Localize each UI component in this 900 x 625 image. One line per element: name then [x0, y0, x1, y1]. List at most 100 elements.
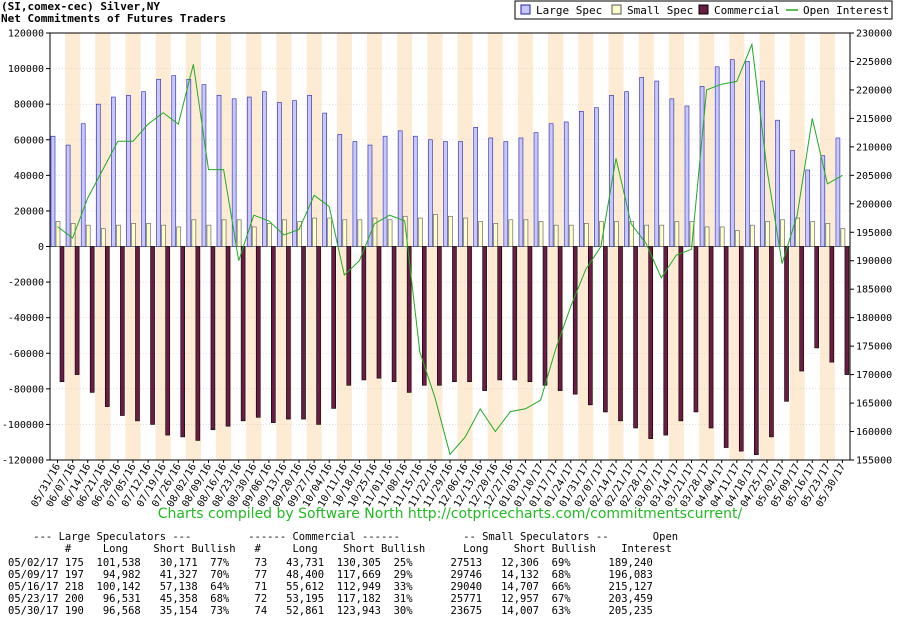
bar-commercial [723, 246, 729, 448]
bar-commercial [421, 246, 427, 386]
bar-small-spec [719, 226, 725, 247]
bar-commercial [588, 246, 593, 406]
bar-commercial [814, 246, 820, 349]
bar-large-spec [533, 132, 539, 247]
bar-small-spec [55, 221, 61, 247]
bar-small-spec [750, 224, 755, 247]
bar-small-spec [674, 221, 680, 247]
bar-large-spec [488, 137, 494, 247]
bar-large-spec [548, 123, 554, 247]
left-axis-ticks: 120000 100000 80000 60000 40000 20000 0 -20000 -… [2, 29, 50, 467]
bar-small-spec [553, 224, 559, 247]
bar-commercial [165, 246, 170, 436]
bar-large-spec [518, 137, 524, 247]
bar-commercial [452, 246, 457, 383]
left-tick-label: -40000 [8, 313, 44, 324]
table-header-columns: # Long Short Bullish # Long Short Bullis… [8, 543, 672, 555]
bar-large-spec [216, 94, 222, 247]
table-row: 05/16/17 218 100,142 57,138 64% 71 55,61… [8, 581, 653, 593]
bar-large-spec [684, 105, 690, 247]
right-tick-label: 195000 [856, 228, 892, 239]
right-tick-label: 230000 [856, 29, 892, 40]
bar-commercial [678, 246, 684, 422]
bar-small-spec [508, 219, 514, 247]
bar-small-spec [236, 219, 242, 247]
legend: Large Spec Small Spec Commercial Open In… [514, 0, 893, 20]
legend-label-large-spec: Large Spec [536, 4, 602, 17]
bar-commercial [225, 246, 231, 427]
right-tick-label: 205000 [856, 171, 892, 182]
bar-small-spec [463, 217, 468, 247]
bar-large-spec [50, 135, 56, 247]
bar-small-spec [85, 224, 91, 247]
legend-label-commercial: Commercial [714, 4, 780, 17]
bar-large-spec [171, 75, 177, 247]
bar-commercial [240, 246, 246, 422]
bar-commercial [467, 246, 472, 383]
bar-small-spec [221, 219, 227, 247]
bar-small-spec [568, 224, 574, 247]
cot-table: --- Large Speculators --- ------ Commerc… [8, 531, 678, 617]
bar-small-spec [704, 226, 710, 247]
bar-small-spec [417, 217, 423, 247]
bar-large-spec [367, 144, 373, 247]
bar-commercial [844, 246, 850, 375]
left-tick-label: -100000 [2, 420, 44, 431]
bar-large-spec [699, 86, 705, 247]
chart-subtitle: Net Commitments of Futures Traders [1, 12, 226, 25]
bar-large-spec [805, 169, 811, 247]
bar-commercial [799, 246, 804, 372]
bar-small-spec [206, 224, 212, 247]
bar-large-spec [141, 91, 146, 247]
bar-commercial [74, 246, 80, 375]
bar-large-spec [820, 155, 826, 247]
bar-commercial [331, 246, 336, 409]
bar-small-spec [840, 228, 846, 247]
right-tick-label: 185000 [856, 285, 892, 296]
bar-small-spec [538, 221, 544, 247]
right-tick-label: 220000 [856, 85, 892, 96]
bar-commercial [603, 246, 608, 413]
bar-commercial [346, 246, 352, 386]
bar-small-spec [131, 223, 136, 247]
bar-large-spec [337, 134, 343, 247]
table-header-groups: --- Large Speculators --- ------ Commerc… [8, 531, 678, 543]
bar-large-spec [639, 77, 644, 247]
bar-commercial [150, 246, 155, 425]
credit-line: Charts compiled by Software North http:/… [158, 506, 743, 522]
bar-commercial [572, 246, 578, 395]
bar-small-spec [810, 221, 816, 247]
left-tick-label: 40000 [14, 171, 44, 182]
right-tick-label: 155000 [856, 456, 892, 467]
bar-large-spec [443, 141, 448, 247]
bar-commercial [527, 246, 533, 383]
open-interest-series [57, 42, 843, 456]
bar-large-spec [201, 84, 207, 247]
bar-large-spec [729, 59, 735, 247]
bar-large-spec [775, 119, 780, 247]
bar-large-spec [186, 78, 192, 247]
bar-commercial [391, 246, 397, 383]
left-tick-label: 120000 [8, 29, 44, 40]
left-tick-label: 0 [38, 242, 44, 253]
bar-commercial [648, 246, 653, 439]
bar-small-spec [614, 221, 619, 247]
bar-small-spec [297, 221, 302, 247]
bar-large-spec [609, 94, 614, 247]
bar-small-spec [780, 219, 785, 247]
bar-large-spec [745, 61, 750, 247]
bar-large-spec [458, 141, 463, 247]
bar-large-spec [579, 110, 584, 247]
bar-small-spec [70, 223, 76, 247]
bar-small-spec [584, 223, 589, 247]
bar-commercial [754, 246, 759, 455]
right-tick-label: 175000 [856, 342, 892, 353]
bar-commercial [180, 246, 186, 438]
bar-commercial [542, 246, 548, 386]
bar-large-spec [412, 135, 418, 247]
left-tick-label: 20000 [14, 206, 44, 217]
bar-large-spec [835, 137, 841, 247]
bar-large-spec [277, 102, 282, 247]
bar-large-spec [654, 80, 660, 247]
bar-small-spec [795, 217, 800, 247]
